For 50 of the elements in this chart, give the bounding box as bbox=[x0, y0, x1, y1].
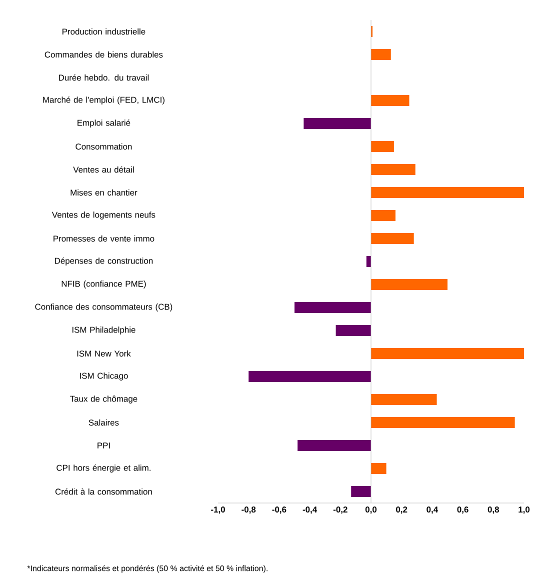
y-tick-label: Promesses de vente immo bbox=[54, 235, 154, 242]
y-tick-label: Crédit à la consommation bbox=[55, 488, 152, 495]
bar bbox=[371, 95, 410, 106]
x-tick-label: 1,0 bbox=[518, 506, 530, 514]
bar bbox=[371, 210, 396, 221]
y-tick-label: Ventes au détail bbox=[73, 166, 134, 173]
bar bbox=[371, 279, 448, 290]
x-tick-label: 0,0 bbox=[365, 506, 377, 514]
y-tick-label: NFIB (confiance PME) bbox=[62, 280, 146, 288]
bar bbox=[371, 233, 414, 244]
y-tick-label: Commandes de biens durables bbox=[44, 51, 163, 58]
y-tick-label: CPI hors énergie et alim. bbox=[56, 464, 150, 472]
bar bbox=[351, 486, 371, 498]
y-tick-label: Taux de chômage bbox=[70, 396, 138, 404]
x-tick-label: 0,6 bbox=[457, 506, 468, 514]
bar bbox=[371, 348, 524, 360]
x-tick-label: 0,4 bbox=[426, 506, 438, 514]
x-tick-label: -0,4 bbox=[302, 506, 318, 514]
y-tick-label: Ventes de logements neufs bbox=[52, 212, 156, 220]
x-tick-label: 0,8 bbox=[488, 506, 500, 514]
y-tick-label: PPI bbox=[98, 442, 110, 448]
bar bbox=[294, 302, 371, 314]
y-tick-label: ISM New York bbox=[77, 350, 131, 357]
y-tick-label: Durée hebdo. du travail bbox=[58, 74, 149, 81]
x-tick-label: 0,2 bbox=[396, 506, 408, 514]
x-tick-label: -0,8 bbox=[242, 506, 256, 514]
bar bbox=[304, 118, 371, 129]
bar bbox=[371, 463, 386, 474]
y-tick-label: Emploi salarié bbox=[78, 120, 130, 128]
y-tick-label: Dépenses de construction bbox=[54, 258, 153, 266]
x-tick-label: -0,6 bbox=[272, 506, 286, 514]
x-tick-label: -0,2 bbox=[333, 506, 348, 514]
bar bbox=[371, 141, 394, 152]
bar bbox=[298, 440, 371, 452]
x-tick-label: -1,0 bbox=[211, 506, 225, 514]
y-tick-label: Confiance des consommateurs (CB) bbox=[35, 304, 172, 312]
y-tick-label: Marché de l'emploi (FED, LMCI) bbox=[43, 96, 164, 104]
bar bbox=[336, 325, 371, 336]
y-tick-label: Consommation bbox=[76, 143, 132, 150]
bar bbox=[248, 371, 371, 382]
bar bbox=[371, 417, 515, 428]
y-tick-label: Salaires bbox=[88, 419, 119, 426]
bar bbox=[371, 394, 437, 406]
y-tick-label: ISM Philadelphie bbox=[72, 326, 136, 334]
bar bbox=[371, 49, 391, 60]
y-tick-label: Production industrielle bbox=[62, 28, 146, 35]
bar bbox=[371, 187, 524, 198]
bar bbox=[371, 164, 416, 175]
y-tick-label: ISM Chicago bbox=[80, 372, 128, 380]
y-tick-label: Mises en chantier bbox=[70, 189, 138, 196]
